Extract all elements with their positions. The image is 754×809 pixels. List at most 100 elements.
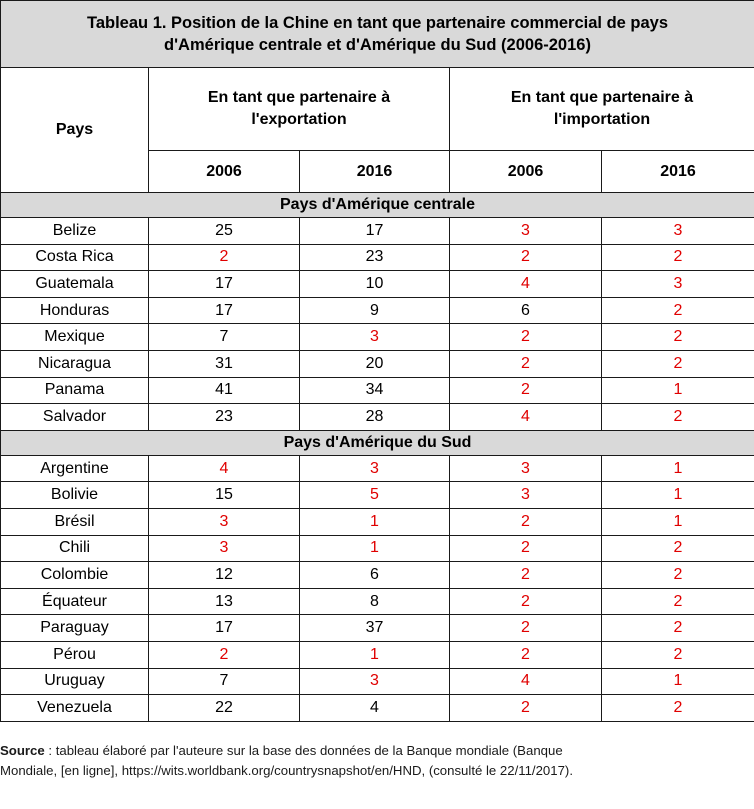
header-importation-line2: l'importation	[553, 111, 651, 128]
country-cell: Brésil	[0, 507, 149, 536]
value-cell: 3	[299, 323, 450, 351]
table-row: Argentine 4 3 3 1	[0, 454, 754, 483]
source-note: Source : tableau élaboré par l'auteure s…	[0, 741, 754, 781]
source-line1: Source : tableau élaboré par l'auteure s…	[0, 741, 754, 761]
header-exportation-line1: En tant que partenaire à	[207, 89, 391, 106]
table-row: Venezuela 22 4 2 2	[0, 694, 754, 722]
value-cell: 2	[601, 349, 754, 378]
country-cell: Nicaragua	[0, 349, 149, 378]
value-cell: 1	[601, 507, 754, 536]
header-exportation: En tant que partenaire à l'exportation	[148, 67, 450, 151]
table-row: Pérou 2 1 2 2	[0, 640, 754, 669]
value-cell: 2	[449, 243, 602, 272]
table-row: Chili 3 1 2 2	[0, 534, 754, 563]
table-title: Tableau 1. Position de la Chine en tant …	[0, 0, 754, 68]
value-cell: 6	[299, 561, 450, 589]
value-cell: 2	[449, 694, 602, 722]
value-cell: 22	[148, 694, 300, 722]
value-cell: 5	[299, 481, 450, 509]
year-export-2016: 2016	[299, 150, 450, 193]
table-row: Colombie 12 6 2 2	[0, 561, 754, 589]
source-text-line1: : tableau élaboré par l'auteure sur la b…	[44, 743, 563, 758]
table-row: Nicaragua 31 20 2 2	[0, 349, 754, 378]
value-cell: 4	[299, 694, 450, 722]
value-cell: 17	[148, 296, 300, 325]
value-cell: 3	[601, 270, 754, 298]
table-row: Paraguay 17 37 2 2	[0, 614, 754, 642]
value-cell: 2	[601, 403, 754, 431]
value-cell: 2	[601, 296, 754, 325]
table-row: Costa Rica 2 23 2 2	[0, 243, 754, 272]
country-cell: Mexique	[0, 323, 149, 351]
value-cell: 2	[148, 243, 300, 272]
value-cell: 2	[449, 587, 602, 616]
country-cell: Belize	[0, 217, 149, 245]
value-cell: 2	[449, 614, 602, 642]
value-cell: 31	[148, 349, 300, 378]
value-cell: 4	[148, 454, 300, 483]
value-cell: 37	[299, 614, 450, 642]
value-cell: 1	[601, 454, 754, 483]
value-cell: 1	[601, 481, 754, 509]
value-cell: 2	[449, 640, 602, 669]
value-cell: 15	[148, 481, 300, 509]
value-cell: 3	[148, 507, 300, 536]
country-cell: Équateur	[0, 587, 149, 616]
data-table: Tableau 1. Position de la Chine en tant …	[0, 0, 754, 722]
value-cell: 7	[148, 323, 300, 351]
value-cell: 23	[148, 403, 300, 431]
value-cell: 1	[601, 376, 754, 405]
value-cell: 25	[148, 217, 300, 245]
country-cell: Panama	[0, 376, 149, 405]
value-cell: 2	[449, 349, 602, 378]
header-importation-line1: En tant que partenaire à	[510, 89, 694, 106]
value-cell: 12	[148, 561, 300, 589]
country-cell: Chili	[0, 534, 149, 563]
value-cell: 2	[601, 323, 754, 351]
table-row: Salvador 23 28 4 2	[0, 403, 754, 431]
value-cell: 2	[449, 507, 602, 536]
value-cell: 2	[601, 614, 754, 642]
value-cell: 3	[601, 217, 754, 245]
value-cell: 2	[601, 587, 754, 616]
table-row: Panama 41 34 2 1	[0, 376, 754, 405]
year-import-2006: 2006	[449, 150, 602, 193]
table-row: Uruguay 7 3 4 1	[0, 667, 754, 696]
value-cell: 4	[449, 667, 602, 696]
table-row: Équateur 13 8 2 2	[0, 587, 754, 616]
value-cell: 3	[449, 481, 602, 509]
header-exportation-line2: l'exportation	[251, 111, 347, 128]
table-row: Guatemala 17 10 4 3	[0, 270, 754, 298]
source-text-line2: Mondiale, [en ligne], https://wits.world…	[0, 763, 573, 778]
value-cell: 9	[299, 296, 450, 325]
value-cell: 2	[449, 534, 602, 563]
table-row: Honduras 17 9 6 2	[0, 296, 754, 325]
value-cell: 2	[601, 640, 754, 669]
country-cell: Costa Rica	[0, 243, 149, 272]
value-cell: 4	[449, 403, 602, 431]
value-cell: 34	[299, 376, 450, 405]
section-header: Pays d'Amérique centrale	[0, 192, 754, 218]
country-cell: Uruguay	[0, 667, 149, 696]
value-cell: 2	[601, 534, 754, 563]
value-cell: 1	[601, 667, 754, 696]
source-label: Source	[0, 743, 45, 758]
table-row: Mexique 7 3 2 2	[0, 323, 754, 351]
table-title-line2: d'Amérique centrale et d'Amérique du Sud…	[164, 36, 591, 54]
value-cell: 17	[148, 614, 300, 642]
value-cell: 8	[299, 587, 450, 616]
country-cell: Guatemala	[0, 270, 149, 298]
value-cell: 2	[601, 561, 754, 589]
country-cell: Pérou	[0, 640, 149, 669]
country-cell: Paraguay	[0, 614, 149, 642]
value-cell: 13	[148, 587, 300, 616]
value-cell: 17	[148, 270, 300, 298]
header-pays: Pays	[0, 67, 149, 193]
value-cell: 20	[299, 349, 450, 378]
year-export-2006: 2006	[148, 150, 300, 193]
value-cell: 1	[299, 534, 450, 563]
value-cell: 1	[299, 507, 450, 536]
table-row: Bolivie 15 5 3 1	[0, 481, 754, 509]
value-cell: 3	[148, 534, 300, 563]
table-title-line1: Tableau 1. Position de la Chine en tant …	[86, 14, 669, 32]
